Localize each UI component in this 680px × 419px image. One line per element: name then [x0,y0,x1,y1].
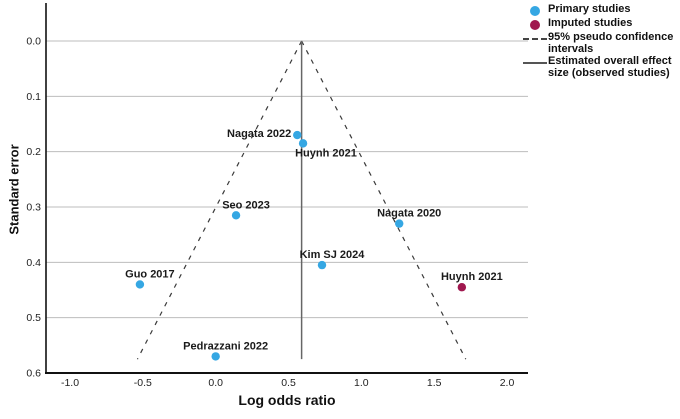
data-point-imputed [457,283,467,292]
y-tick-label: 0.1 [26,91,41,103]
data-point-primary [293,130,302,140]
legend-item-primary-studies: Primary studies [522,3,678,17]
legend-label: Estimated overall effect size (observed … [548,55,672,79]
dashed-line-icon [522,32,548,45]
data-point-label: Nagata 2020 [377,208,441,220]
y-axis-title: Standard error [6,144,22,235]
y-tick-label: 0.4 [26,257,41,269]
data-point-label: Pedrazzani 2022 [183,340,268,352]
primary-studies-dot-icon [522,4,548,17]
x-tick-label: 1.0 [354,377,369,389]
solid-line-icon [522,56,548,69]
legend: Primary studies Imputed studies 95% pseu… [522,3,678,79]
legend-label: 95% pseudo confidence intervals [548,31,674,55]
imputed-studies-dot-icon [522,18,548,31]
data-point-label: Guo 2017 [125,268,175,280]
data-point-primary [395,219,404,228]
legend-item-overall-effect: Estimated overall effect size (observed … [522,55,678,79]
data-point-primary [317,260,327,270]
data-point-label: Huynh 2021 [295,147,357,159]
legend-label: Primary studies [548,3,631,15]
legend-item-imputed-studies: Imputed studies [522,17,678,31]
data-point-label: Seo 2023 [222,199,270,211]
data-point-label: Kim SJ 2024 [300,249,366,261]
y-tick-label: 0.0 [26,36,41,48]
legend-item-pseudo-ci: 95% pseudo confidence intervals [522,31,678,55]
y-tick-label: 0.5 [26,312,41,324]
x-tick-label: 0.5 [281,377,296,389]
y-tick-label: 0.6 [26,368,41,380]
data-point-primary [135,280,145,289]
x-axis-title: Log odds ratio [238,392,336,408]
x-tick-label: 1.5 [427,377,442,389]
y-tick-label: 0.2 [26,146,41,158]
pseudo-ci-right-line [301,40,467,360]
data-point-primary [211,352,220,361]
y-tick-label: 0.3 [26,202,41,214]
data-point-primary [231,211,241,220]
x-tick-label: -0.5 [134,377,152,389]
data-point-label: Nagata 2022 [227,128,291,140]
x-tick-label: -1.0 [61,377,79,389]
data-point-label: Huynh 2021 [441,271,503,283]
pseudo-ci-left-line [136,40,303,360]
data-point-primary [298,139,308,148]
x-tick-label: 0.0 [208,377,223,389]
legend-label: Imputed studies [548,17,633,29]
x-tick-label: 2.0 [500,377,515,389]
